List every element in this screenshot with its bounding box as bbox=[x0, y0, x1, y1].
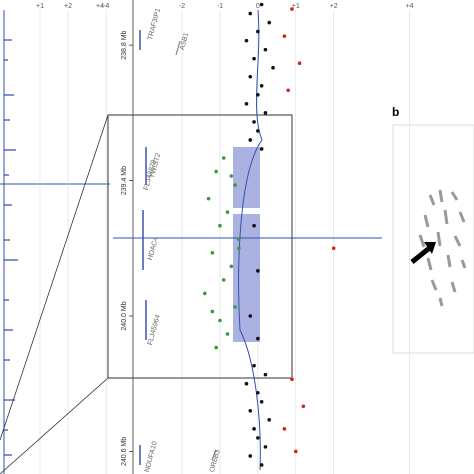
point bbox=[225, 332, 230, 336]
highlight-region bbox=[233, 147, 260, 342]
point bbox=[256, 129, 260, 133]
left-tick-label: +1 bbox=[36, 3, 44, 10]
point bbox=[214, 345, 218, 350]
point bbox=[282, 427, 287, 431]
gene-bars bbox=[139, 30, 147, 465]
y-tick-label: 238.8 Mb bbox=[121, 30, 128, 59]
point bbox=[202, 291, 207, 296]
point bbox=[244, 102, 249, 106]
highlight-gap bbox=[233, 208, 260, 214]
point bbox=[259, 2, 264, 7]
y-tick-label: 240.6 Mb bbox=[121, 437, 128, 466]
grid bbox=[105, 10, 410, 474]
point bbox=[263, 445, 268, 449]
point bbox=[248, 314, 253, 318]
point bbox=[271, 65, 275, 70]
point bbox=[210, 309, 215, 314]
point bbox=[248, 409, 253, 413]
point bbox=[297, 61, 302, 65]
left-tick-label: +2 bbox=[64, 3, 72, 10]
point bbox=[248, 11, 253, 16]
point bbox=[221, 278, 226, 282]
point bbox=[256, 93, 260, 97]
point bbox=[248, 74, 253, 79]
point bbox=[263, 47, 268, 52]
point bbox=[221, 156, 226, 160]
point bbox=[282, 34, 287, 38]
point bbox=[259, 147, 264, 151]
gene-label: TRAF3IP1 bbox=[147, 8, 162, 41]
left-tick-label: +4 bbox=[96, 3, 104, 10]
point bbox=[252, 427, 256, 431]
x-tick-label: +2 bbox=[330, 3, 338, 10]
zoom-line bbox=[0, 114, 109, 441]
points bbox=[202, 2, 336, 467]
zoom-line bbox=[0, 377, 109, 474]
point bbox=[248, 454, 253, 458]
x-tick-label: -1 bbox=[217, 3, 223, 10]
point bbox=[286, 88, 290, 93]
point bbox=[252, 120, 256, 124]
point bbox=[256, 269, 260, 273]
point bbox=[218, 318, 222, 323]
zoom-box bbox=[107, 114, 293, 379]
point bbox=[263, 372, 268, 377]
point bbox=[206, 196, 211, 201]
point bbox=[263, 111, 268, 115]
point bbox=[252, 363, 256, 368]
gene-label: ASB1 bbox=[179, 32, 190, 51]
point bbox=[218, 223, 222, 228]
point bbox=[210, 251, 215, 255]
point bbox=[256, 29, 260, 34]
x-tick-label: -4 bbox=[103, 3, 109, 10]
point bbox=[301, 404, 306, 409]
point bbox=[256, 436, 260, 440]
point bbox=[237, 237, 241, 242]
point bbox=[290, 377, 294, 382]
y-tick-label: 240.0 Mb bbox=[121, 301, 128, 330]
left-panel: +1 +2 +4 bbox=[0, 3, 110, 474]
trend-line bbox=[238, 9, 263, 471]
point bbox=[225, 210, 230, 214]
point bbox=[252, 56, 256, 61]
point bbox=[267, 418, 272, 422]
point bbox=[256, 336, 260, 341]
gene-label: HDAC4 bbox=[147, 236, 160, 261]
point bbox=[233, 183, 237, 187]
gene-label: FLJ45964 bbox=[147, 314, 162, 346]
point bbox=[214, 169, 218, 174]
point bbox=[237, 246, 241, 251]
point bbox=[248, 138, 253, 142]
point bbox=[259, 463, 264, 467]
point bbox=[244, 38, 249, 43]
y-tick-label: 239.4 Mb bbox=[121, 166, 128, 195]
point bbox=[229, 174, 234, 178]
point bbox=[244, 381, 249, 386]
point bbox=[259, 399, 264, 404]
point bbox=[331, 246, 336, 251]
x-tick-label: -2 bbox=[179, 3, 185, 10]
point bbox=[293, 449, 298, 454]
point bbox=[233, 305, 237, 309]
point bbox=[290, 7, 294, 11]
point bbox=[259, 83, 264, 88]
point bbox=[252, 223, 256, 228]
x-tick-label: +4 bbox=[406, 3, 414, 10]
point bbox=[267, 20, 272, 25]
karyotype bbox=[392, 124, 474, 354]
gene-label: NDUFA10 bbox=[144, 441, 159, 473]
point bbox=[229, 264, 234, 269]
point bbox=[256, 390, 260, 395]
x-tick-label: 0 bbox=[256, 3, 260, 10]
panel-label: b bbox=[392, 105, 399, 119]
x-tick-label: +1 bbox=[292, 3, 300, 10]
